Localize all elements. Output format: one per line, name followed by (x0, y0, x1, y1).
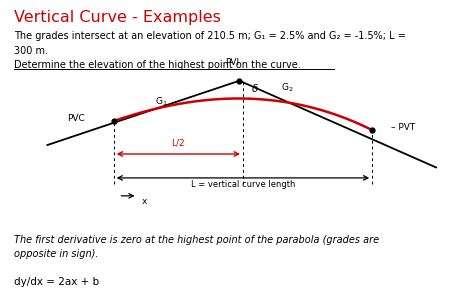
Text: – PVT: – PVT (391, 123, 415, 132)
Text: G$_2$: G$_2$ (281, 82, 293, 94)
Text: The first derivative is zero at the highest point of the parabola (grades are
op: The first derivative is zero at the high… (14, 235, 379, 259)
Text: dy/dx = 2ax + b: dy/dx = 2ax + b (14, 277, 100, 286)
Text: Determine the elevation of the highest point on the curve.: Determine the elevation of the highest p… (14, 60, 301, 70)
Text: 300 m.: 300 m. (14, 46, 48, 56)
Text: Vertical Curve - Examples: Vertical Curve - Examples (14, 10, 221, 25)
Text: PVI: PVI (225, 58, 239, 67)
Text: PVC: PVC (68, 114, 85, 123)
Text: L/2: L/2 (172, 138, 185, 147)
Text: The grades intersect at an elevation of 210.5 m; G₁ = 2.5% and G₂ = -1.5%; L =: The grades intersect at an elevation of … (14, 31, 406, 41)
Text: x: x (142, 197, 147, 206)
Text: $\delta$: $\delta$ (251, 82, 259, 94)
Text: L = vertical curve length: L = vertical curve length (191, 180, 295, 189)
Text: G$_1$: G$_1$ (155, 95, 167, 108)
